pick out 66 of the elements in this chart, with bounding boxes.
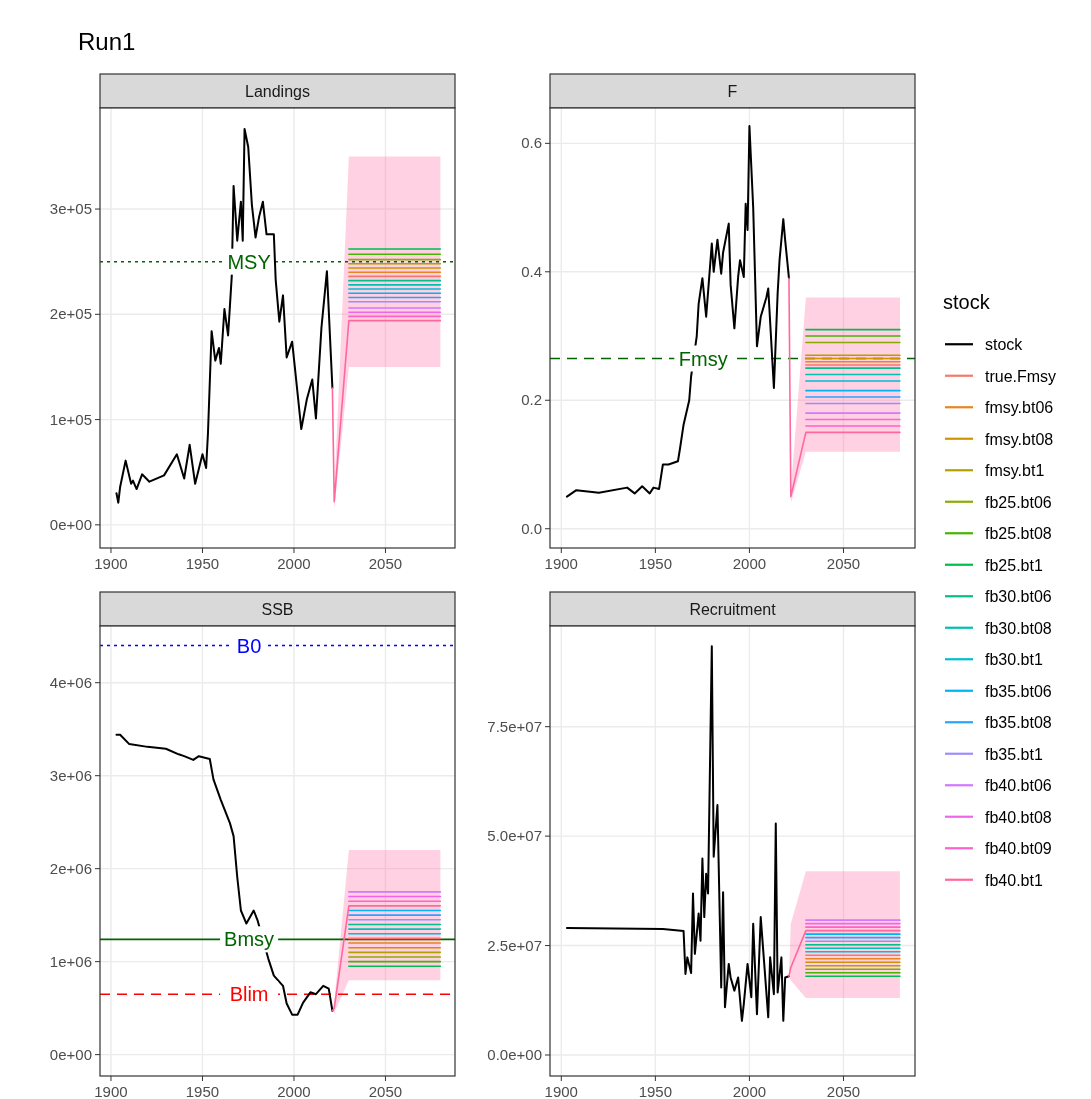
x-tick-label: 2050	[368, 1083, 403, 1099]
legend-label: fb35.bt08	[985, 714, 1052, 732]
chart-subtitle: SSB	[261, 601, 294, 618]
y-tick-label: 0.6	[521, 134, 542, 152]
chart-subtitle: F	[727, 83, 738, 100]
legend-label: fmsy.bt08	[985, 430, 1054, 448]
ref-line-label: Blim	[229, 983, 269, 1006]
y-tick-label: 2.5e+07	[487, 936, 542, 954]
legend-label: fmsy.bt1	[985, 462, 1045, 480]
chart-title: Run1	[78, 28, 136, 55]
x-tick-label: 2050	[826, 1083, 861, 1099]
x-tick-label: 1900	[94, 555, 128, 572]
y-tick-label: 1e+06	[49, 952, 92, 970]
y-tick-label: 3e+05	[49, 200, 92, 218]
y-tick-label: 3e+06	[49, 766, 92, 784]
y-tick-label: 4e+06	[49, 673, 92, 691]
ref-line-label: MSY	[227, 250, 271, 273]
legend-label: fb35.bt06	[985, 682, 1052, 700]
ref-line-label: Fmsy	[678, 347, 728, 370]
ref-line-label: B0	[236, 634, 262, 657]
x-tick-label: 2000	[732, 1083, 767, 1099]
legend-label: fb30.bt08	[985, 619, 1052, 637]
y-tick-label: 7.5e+07	[487, 717, 542, 735]
x-tick-label: 2000	[732, 555, 767, 572]
legend-label: fb40.bt08	[985, 808, 1052, 826]
legend-label: fmsy.bt06	[985, 399, 1054, 417]
x-tick-label: 1900	[94, 1083, 128, 1099]
x-tick-label: 1950	[185, 555, 220, 572]
legend-title: stock	[943, 290, 991, 313]
x-tick-label: 2050	[368, 555, 403, 572]
y-tick-label: 0.0e+00	[487, 1045, 542, 1063]
line-series	[565, 645, 790, 1022]
legend-label: true.Fmsy	[985, 367, 1057, 385]
x-tick-label: 1900	[544, 1083, 578, 1099]
line-series	[565, 124, 790, 498]
y-tick-label: 0.4	[521, 262, 542, 280]
legend-label: fb25.bt1	[985, 556, 1043, 574]
y-tick-label: 0e+00	[49, 515, 92, 533]
y-tick-label: 5.0e+07	[487, 827, 542, 845]
legend-label: fb35.bt1	[985, 745, 1043, 763]
x-tick-label: 2000	[277, 1083, 311, 1099]
legend-label: fb30.bt1	[985, 651, 1043, 669]
legend-label: stock	[985, 336, 1024, 354]
x-tick-label: 1900	[544, 555, 578, 572]
y-tick-label: 0.2	[521, 391, 542, 409]
x-tick-label: 1950	[638, 555, 673, 572]
y-tick-label: 0e+00	[49, 1045, 92, 1063]
y-tick-label: 2e+06	[49, 859, 92, 877]
y-tick-label: 2e+05	[49, 305, 92, 323]
x-tick-label: 2050	[826, 555, 861, 572]
y-tick-label: 1e+05	[49, 410, 92, 428]
x-tick-label: 1950	[185, 1083, 220, 1099]
legend-label: fb40.bt06	[985, 777, 1052, 795]
legend-label: fb40.bt1	[985, 871, 1043, 889]
line-series	[115, 128, 334, 504]
legend-label: fb40.bt09	[985, 840, 1052, 858]
line-series	[115, 733, 334, 1016]
x-tick-label: 2000	[277, 555, 311, 572]
y-tick-label: 0.0	[521, 519, 542, 537]
ref-line-label: Bmsy	[224, 928, 275, 951]
x-tick-label: 1950	[638, 1083, 673, 1099]
chart-subtitle: Landings	[245, 83, 310, 100]
legend-label: fb25.bt06	[985, 493, 1052, 511]
legend-label: fb25.bt08	[985, 525, 1052, 543]
legend-label: fb30.bt06	[985, 588, 1052, 606]
chart-subtitle: Recruitment	[689, 601, 777, 618]
